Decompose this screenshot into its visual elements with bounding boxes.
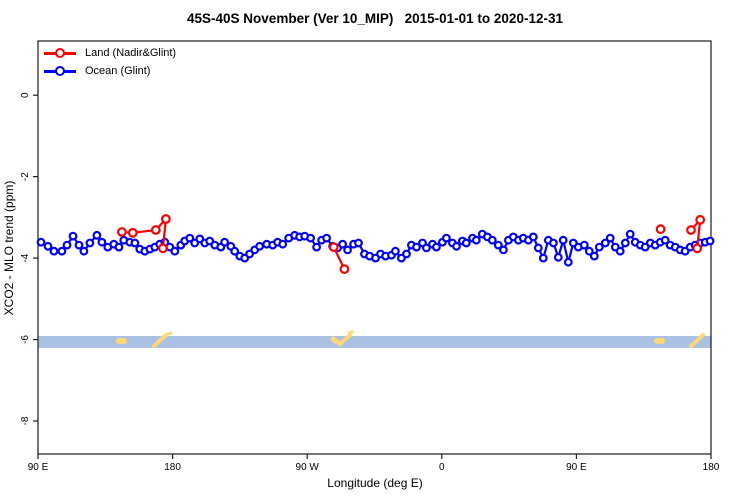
data-point [594,242,604,252]
data-point [157,243,168,254]
data-point [328,242,339,253]
data-point [452,241,461,251]
data-point [442,233,451,243]
data-point [487,235,497,245]
x-tick-label: 90 W [296,462,320,473]
data-point [79,246,89,256]
data-point [278,239,288,249]
data-point [695,214,706,225]
data-point [528,232,538,242]
map-strip [38,336,711,348]
data-point [230,246,240,256]
data-point [432,242,441,252]
data-point [36,237,46,247]
data-point [338,239,348,249]
data-point [558,235,568,245]
land-mark [689,333,705,348]
x-tick-label: 180 [164,462,181,473]
data-point [499,245,508,255]
data-point [692,243,703,254]
plot-border [37,40,712,455]
ocean-series-marker-icon [44,66,76,76]
x-tick-label: 180 [703,462,720,473]
data-point [660,235,670,245]
y-tick-label: 0 [20,92,31,98]
data-point [127,227,138,238]
data-point [563,257,573,267]
land-mark [338,333,352,346]
data-point [255,241,265,251]
data-point [589,251,599,261]
land-mark [347,330,354,335]
plot-area: 90 E 180 90 W 0 90 E 180 0 -2 -4 -6 -8 [20,40,720,473]
data-point [339,264,350,275]
data-point [322,233,332,243]
data-point [533,243,543,253]
legend-item-land: Land (Nadir&Glint) [44,44,176,62]
land-mark [166,331,173,336]
data-point [471,235,481,245]
data-point [74,240,84,250]
data-point [538,253,548,263]
y-tick-label: -2 [20,172,31,181]
x-tick-label: 90 E [566,462,587,473]
data-point [584,246,594,256]
data-point [85,238,95,248]
data-point [62,240,72,250]
legend-label-ocean: Ocean (Glint) [85,65,151,77]
data-point [549,238,558,248]
x-axis-title: Longitude (deg E) [327,476,422,490]
data-point [68,231,78,241]
y-tick-label: -8 [20,416,31,425]
data-point [620,238,630,248]
data-point [343,245,353,255]
y-tick-label: -4 [20,253,31,262]
data-point [705,236,715,246]
data-point [402,249,411,259]
legend-label-land: Land (Nadir&Glint) [85,47,177,59]
data-point [160,214,171,224]
data-point [605,233,615,243]
data-point [625,229,635,239]
data-point [655,224,666,235]
data-point [220,237,230,247]
data-point [412,242,421,252]
data-point [422,243,431,253]
land-series-marker-icon [44,48,76,58]
data-point [130,238,140,248]
land-mark [152,333,168,348]
data-point [57,246,67,256]
y-tick-label: -6 [20,335,31,344]
land-mark [330,336,340,345]
data-point [493,240,503,250]
data-point [185,233,195,243]
data-point [306,233,316,243]
data-point [579,240,589,250]
data-point [391,246,400,256]
data-point [354,238,363,248]
x-tick-label: 90 E [28,462,49,473]
data-point [43,241,53,251]
data-point [615,246,625,256]
legend-item-ocean: Ocean (Glint) [44,62,176,80]
data-point [312,242,322,252]
x-tick-label: 0 [439,462,445,473]
data-point [553,252,563,262]
data-point [170,246,180,256]
data-point [686,225,696,235]
data-point [114,242,124,252]
data-point [49,246,59,256]
data-point [150,225,161,235]
data-point [97,237,107,247]
data-point [600,238,610,248]
data-point [116,227,127,237]
data-point [92,230,102,240]
legend: Land (Nadir&Glint) Ocean (Glint) [44,44,176,80]
data-point [461,238,471,248]
chart-title: 45S-40S November (Ver 10_MIP) 2015-01-01… [187,11,563,26]
y-axis-title: XCO2 - MLO trend (ppm) [2,181,16,316]
